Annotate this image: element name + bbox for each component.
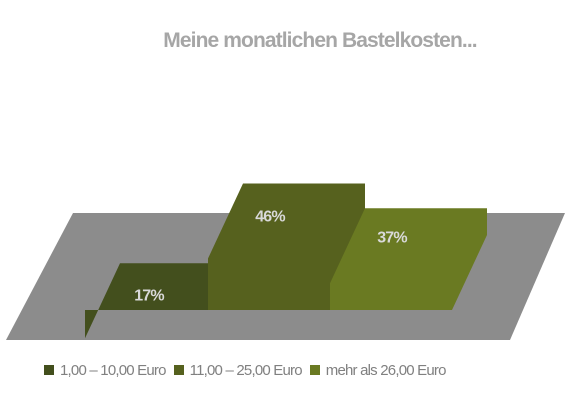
legend-item-2: 11,00 – 25,00 Euro	[173, 361, 303, 379]
data-label-3: 37%	[377, 229, 407, 246]
legend: 1,00 – 10,00 Euro 11,00 – 25,00 Euro meh…	[44, 360, 454, 380]
legend-label-2: 11,00 – 25,00 Euro	[189, 361, 303, 379]
bars-group	[85, 183, 487, 339]
legend-swatch-1	[44, 365, 54, 375]
legend-item-3: mehr als 26,00 Euro	[309, 361, 447, 379]
legend-label-3: mehr als 26,00 Euro	[325, 361, 447, 379]
bar-3	[330, 208, 487, 310]
legend-label-1: 1,00 – 10,00 Euro	[60, 361, 166, 379]
data-labels-group: 17% 46% 37%	[134, 209, 408, 305]
bar-1	[85, 235, 243, 339]
legend-swatch-3	[309, 365, 320, 375]
data-label-1: 17%	[134, 287, 164, 304]
bar-2	[208, 183, 365, 310]
legend-swatch-2	[173, 365, 184, 375]
chart-title: Meine monatlichen Bastelkosten...	[163, 29, 476, 52]
legend-item-1: 1,00 – 10,00 Euro	[44, 362, 166, 379]
data-label-2: 46%	[255, 209, 285, 226]
